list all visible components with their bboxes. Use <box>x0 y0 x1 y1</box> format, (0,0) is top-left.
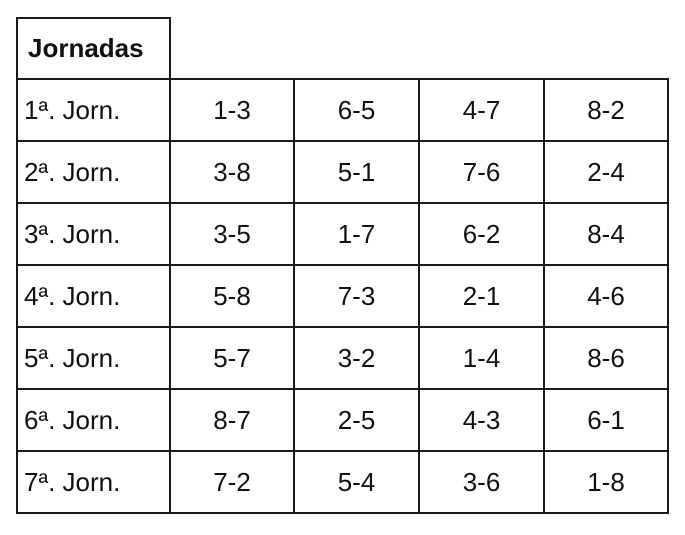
round-label: 4ª. Jorn. <box>16 264 171 328</box>
match-cell: 3-8 <box>169 140 295 204</box>
match-cell: 4-3 <box>418 388 545 452</box>
match-cell: 1-8 <box>543 450 669 514</box>
match-cell: 2-4 <box>543 140 669 204</box>
match-row: 1ª. Jorn. 1-3 6-5 4-7 8-2 <box>16 78 669 142</box>
match-cell: 2-1 <box>418 264 545 328</box>
match-cell: 6-5 <box>293 78 420 142</box>
round-label: 5ª. Jorn. <box>16 326 171 390</box>
match-row: 4ª. Jorn. 5-8 7-3 2-1 4-6 <box>16 264 669 328</box>
round-label: 3ª. Jorn. <box>16 202 171 266</box>
match-cell: 7-3 <box>293 264 420 328</box>
match-cell: 1-3 <box>169 78 295 142</box>
round-label: 6ª. Jorn. <box>16 388 171 452</box>
round-label: 7ª. Jorn. <box>16 450 171 514</box>
match-cell: 5-8 <box>169 264 295 328</box>
match-cell: 3-6 <box>418 450 545 514</box>
match-row: 7ª. Jorn. 7-2 5-4 3-6 1-8 <box>16 450 669 514</box>
match-row: 2ª. Jorn. 3-8 5-1 7-6 2-4 <box>16 140 669 204</box>
match-cell: 7-6 <box>418 140 545 204</box>
match-cell: 3-5 <box>169 202 295 266</box>
match-cell: 8-6 <box>543 326 669 390</box>
round-label: 2ª. Jorn. <box>16 140 171 204</box>
match-row: 5ª. Jorn. 5-7 3-2 1-4 8-6 <box>16 326 669 390</box>
round-label: 1ª. Jorn. <box>16 78 171 142</box>
match-cell: 5-7 <box>169 326 295 390</box>
header-row: Jornadas <box>16 17 668 80</box>
match-cell: 2-5 <box>293 388 420 452</box>
match-row: 6ª. Jorn. 8-7 2-5 4-3 6-1 <box>16 388 669 452</box>
match-cell: 1-7 <box>293 202 420 266</box>
match-cell: 5-4 <box>293 450 420 514</box>
match-cell: 8-4 <box>543 202 669 266</box>
match-cell: 8-2 <box>543 78 669 142</box>
match-cell: 4-6 <box>543 264 669 328</box>
fixture-table: Jornadas 1ª. Jorn. 1-3 6-5 4-7 8-2 2ª. Jorn. 3… <box>16 17 669 514</box>
match-cell: 4-7 <box>418 78 545 142</box>
match-cell: 6-1 <box>543 388 669 452</box>
match-cell: 3-2 <box>293 326 420 390</box>
match-cell: 8-7 <box>169 388 295 452</box>
match-cell: 6-2 <box>418 202 545 266</box>
match-cell: 7-2 <box>169 450 295 514</box>
header-cell: Jornadas <box>16 17 171 80</box>
match-cell: 5-1 <box>293 140 420 204</box>
match-row: 3ª. Jorn. 3-5 1-7 6-2 8-4 <box>16 202 669 266</box>
match-cell: 1-4 <box>418 326 545 390</box>
